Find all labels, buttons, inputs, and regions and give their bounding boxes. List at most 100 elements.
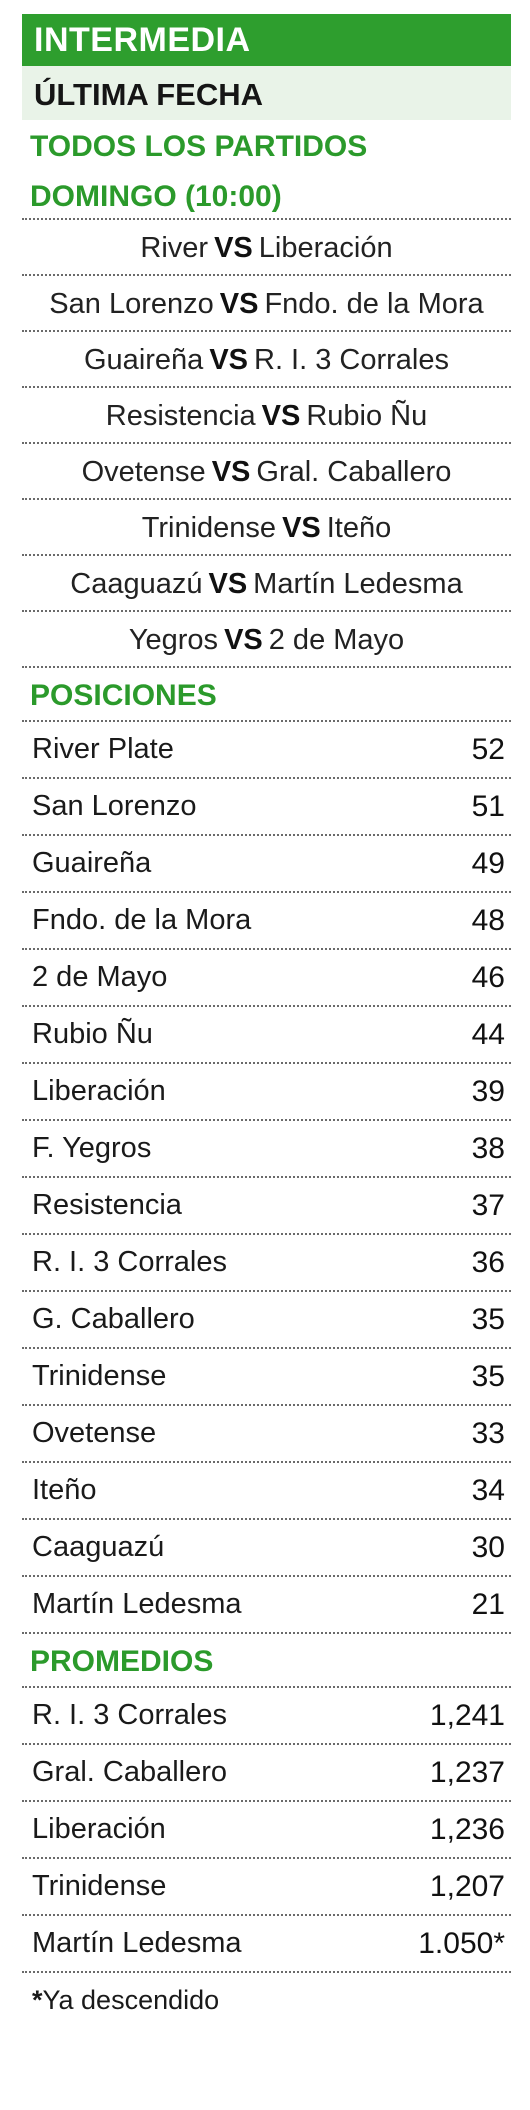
match-row: Caaguazú VS Martín Ledesma — [22, 556, 511, 612]
home-team: Caaguazú — [70, 568, 203, 600]
away-team: Iteño — [326, 512, 392, 544]
away-team: Gral. Caballero — [256, 456, 452, 488]
home-team: Yegros — [128, 624, 219, 656]
home-team: Ovetense — [81, 456, 206, 488]
averages-row: Trinidense 1,207 — [22, 1859, 511, 1916]
team-points: 39 — [471, 1074, 505, 1108]
team-points: 51 — [471, 789, 505, 823]
team-name: Liberación — [32, 1075, 166, 1107]
away-team: Fndo. de la Mora — [264, 288, 484, 320]
standings-row: 2 de Mayo 46 — [22, 950, 511, 1007]
standings-row: Liberación 39 — [22, 1064, 511, 1121]
footnote-star: * — [32, 1985, 43, 2015]
team-average: 1,237 — [429, 1755, 505, 1789]
match-row: Ovetense VS Gral. Caballero — [22, 444, 511, 500]
vs-label: VS — [208, 568, 248, 600]
team-name: Rubio Ñu — [32, 1018, 153, 1050]
team-name: Ovetense — [32, 1417, 157, 1449]
fixtures-list: River VS Liberación San Lorenzo VS Fndo. de … — [22, 220, 511, 668]
standings-row: San Lorenzo 51 — [22, 779, 511, 836]
away-team: 2 de Mayo — [268, 624, 405, 656]
away-team: Liberación — [258, 232, 393, 264]
standings-row: F. Yegros 38 — [22, 1121, 511, 1178]
standings-row: Rubio Ñu 44 — [22, 1007, 511, 1064]
team-points: 49 — [471, 846, 505, 880]
match-row: San Lorenzo VS Fndo. de la Mora — [22, 276, 511, 332]
away-team: Martín Ledesma — [253, 568, 463, 600]
home-team: Trinidense — [141, 512, 277, 544]
relegated-footnote: *Ya descendido — [22, 1973, 511, 2023]
team-points: 52 — [471, 732, 505, 766]
round-header: ÚLTIMA FECHA — [22, 66, 511, 120]
team-name: R. I. 3 Corrales — [32, 1246, 227, 1278]
fixtures-title: TODOS LOS PARTIDOS DOMINGO (10:00) — [22, 120, 511, 220]
fixtures-title-line1: TODOS LOS PARTIDOS — [30, 130, 368, 163]
team-name: F. Yegros — [32, 1132, 152, 1164]
averages-row: Liberación 1,236 — [22, 1802, 511, 1859]
away-team: Rubio Ñu — [306, 400, 428, 432]
team-name: Trinidense — [32, 1360, 167, 1392]
team-points: 44 — [471, 1017, 505, 1051]
vs-label: VS — [219, 288, 259, 320]
match-row: Guaireña VS R. I. 3 Corrales — [22, 332, 511, 388]
averages-row: R. I. 3 Corrales 1,241 — [22, 1688, 511, 1745]
averages-row: Gral. Caballero 1,237 — [22, 1745, 511, 1802]
standings-row: Guaireña 49 — [22, 836, 511, 893]
home-team: San Lorenzo — [49, 288, 214, 320]
match-row: Yegros VS 2 de Mayo — [22, 612, 511, 668]
match-row: River VS Liberación — [22, 220, 511, 276]
fixtures-title-line2: DOMINGO (10:00) — [30, 180, 282, 213]
home-team: Resistencia — [105, 400, 256, 432]
standings-row: R. I. 3 Corrales 36 — [22, 1235, 511, 1292]
standings-row: Caaguazú 30 — [22, 1520, 511, 1577]
team-name: Liberación — [32, 1813, 166, 1845]
team-points: 21 — [471, 1587, 505, 1621]
standings-row: River Plate 52 — [22, 722, 511, 779]
team-average: 1,207 — [429, 1869, 505, 1903]
match-row: Resistencia VS Rubio Ñu — [22, 388, 511, 444]
team-name: Fndo. de la Mora — [32, 904, 252, 936]
vs-label: VS — [224, 624, 263, 656]
team-average: 1,241 — [429, 1698, 505, 1732]
team-points: 33 — [471, 1416, 505, 1450]
team-average: 1.050* — [418, 1926, 505, 1960]
team-points: 35 — [471, 1359, 505, 1393]
team-name: Gral. Caballero — [32, 1756, 228, 1788]
averages-row: Martín Ledesma 1.050* — [22, 1916, 511, 1973]
home-team: River — [140, 232, 209, 264]
vs-label: VS — [261, 400, 301, 432]
away-team: R. I. 3 Corrales — [254, 344, 449, 376]
standings-list: River Plate 52 San Lorenzo 51 Guaireña 49 F… — [22, 722, 511, 1634]
averages-title: PROMEDIOS — [22, 1634, 511, 1688]
standings-row: G. Caballero 35 — [22, 1292, 511, 1349]
team-name: Martín Ledesma — [32, 1927, 242, 1959]
team-points: 46 — [471, 960, 505, 994]
team-name: Trinidense — [32, 1870, 167, 1902]
team-name: 2 de Mayo — [32, 961, 168, 993]
footnote-text: Ya descendido — [42, 1985, 220, 2015]
team-points: 37 — [471, 1188, 505, 1222]
team-points: 48 — [471, 903, 505, 937]
vs-label: VS — [209, 344, 248, 376]
team-points: 38 — [471, 1131, 505, 1165]
standings-title: POSICIONES — [22, 668, 511, 722]
team-points: 36 — [471, 1245, 505, 1279]
match-row: Trinidense VS Iteño — [22, 500, 511, 556]
results-table: INTERMEDIA ÚLTIMA FECHA TODOS LOS PARTID… — [22, 14, 511, 2023]
team-name: River Plate — [32, 733, 174, 765]
team-points: 35 — [471, 1302, 505, 1336]
team-points: 30 — [471, 1530, 505, 1564]
vs-label: VS — [214, 232, 253, 264]
team-name: San Lorenzo — [32, 790, 197, 822]
team-name: Resistencia — [32, 1189, 182, 1221]
team-points: 34 — [471, 1473, 505, 1507]
averages-list: R. I. 3 Corrales 1,241 Gral. Caballero 1,2… — [22, 1688, 511, 1973]
team-name: Guaireña — [32, 847, 152, 879]
team-name: Iteño — [32, 1474, 97, 1506]
team-name: G. Caballero — [32, 1303, 195, 1335]
team-name: Martín Ledesma — [32, 1588, 242, 1620]
vs-label: VS — [211, 456, 251, 488]
category-header: INTERMEDIA — [22, 14, 511, 66]
standings-row: Ovetense 33 — [22, 1406, 511, 1463]
vs-label: VS — [282, 512, 321, 544]
